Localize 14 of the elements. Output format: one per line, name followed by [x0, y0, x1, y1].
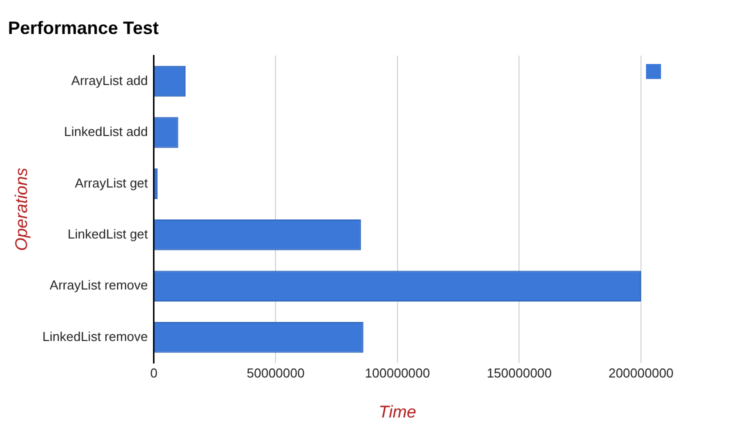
y-tick-label: ArrayList remove: [50, 278, 148, 293]
x-tick-label: 0: [150, 365, 158, 380]
y-axis-title: Operations: [12, 167, 31, 251]
chart-title: Performance Test: [8, 18, 159, 38]
y-tick-label: LinkedList add: [64, 124, 148, 140]
y-tick-label: ArrayList get: [74, 175, 148, 190]
x-tick-label: 200000000: [608, 365, 674, 380]
y-tick-label: LinkedList get: [68, 226, 148, 242]
y-tick-label: ArrayList add: [71, 72, 148, 88]
x-axis-title: Time: [378, 402, 416, 422]
x-tick-label: 100000000: [364, 365, 430, 380]
x-tick-label: 50000000: [246, 365, 305, 380]
y-tick-label: LinkedList remove: [42, 328, 148, 344]
x-tick-label: 150000000: [486, 365, 552, 380]
